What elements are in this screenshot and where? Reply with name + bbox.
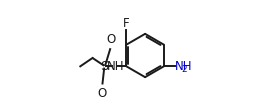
Text: NH: NH: [106, 60, 124, 73]
Text: F: F: [123, 17, 130, 30]
Text: O: O: [97, 87, 107, 100]
Text: NH: NH: [175, 60, 193, 73]
Text: O: O: [106, 33, 116, 46]
Text: 2: 2: [181, 65, 187, 74]
Text: S: S: [100, 60, 109, 73]
